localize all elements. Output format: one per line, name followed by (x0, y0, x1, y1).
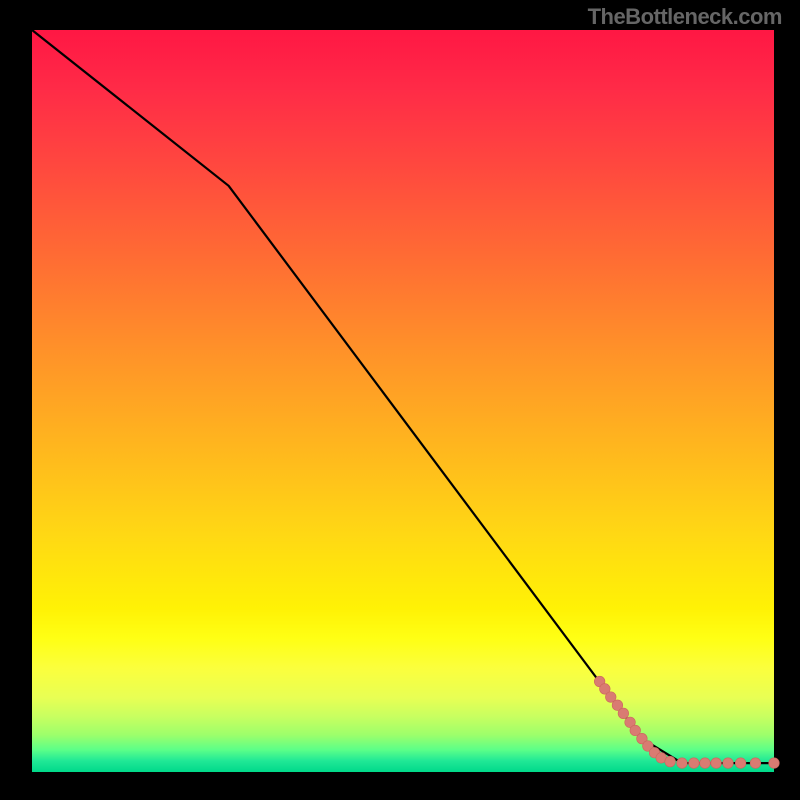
data-marker (711, 758, 722, 769)
data-marker (677, 758, 688, 769)
gradient-background (32, 30, 774, 772)
watermark-text: TheBottleneck.com (588, 4, 782, 30)
plot-svg (0, 0, 800, 800)
data-marker (665, 756, 676, 767)
data-marker (618, 708, 629, 719)
data-marker (750, 758, 761, 769)
data-marker (735, 758, 746, 769)
data-marker (700, 758, 711, 769)
data-marker (723, 758, 734, 769)
data-marker (769, 758, 780, 769)
chart-root: TheBottleneck.com (0, 0, 800, 800)
data-marker (689, 758, 700, 769)
